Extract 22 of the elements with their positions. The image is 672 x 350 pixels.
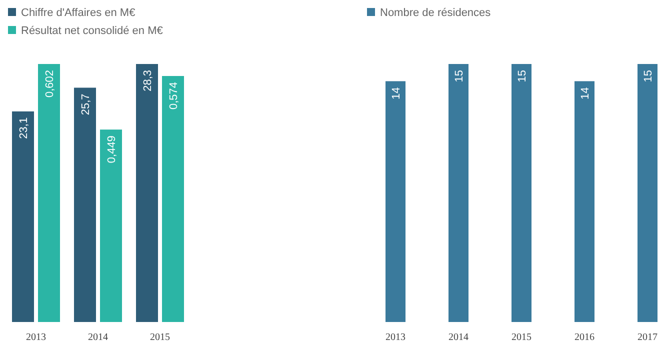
- data-label: 14: [390, 87, 402, 100]
- data-label: 14: [580, 87, 592, 100]
- x-tick-label: 2017: [638, 332, 658, 343]
- x-tick-label: 2014: [448, 332, 468, 343]
- data-label: 0,574: [168, 82, 180, 110]
- x-tick-label: 2013: [26, 332, 46, 343]
- legend-label: Chiffre d'Affaires en M€: [21, 7, 136, 19]
- data-label: 23,1: [18, 117, 30, 139]
- legend-label: Résultat net consolidé en M€: [21, 25, 163, 37]
- x-tick-label: 2013: [386, 332, 406, 343]
- data-label: 15: [516, 70, 528, 82]
- x-tick-label: 2016: [574, 332, 594, 343]
- legend-label: Nombre de résidences: [380, 7, 492, 19]
- data-label: 0,449: [106, 136, 118, 164]
- x-tick-label: 2015: [512, 332, 532, 343]
- data-label: 15: [454, 70, 466, 82]
- data-label: 25,7: [80, 94, 92, 116]
- x-tick-label: 2014: [88, 332, 108, 343]
- x-tick-label: 2015: [150, 332, 170, 343]
- data-label: 15: [642, 70, 654, 82]
- data-label: 28,3: [142, 70, 154, 92]
- data-label: 0,602: [44, 70, 56, 98]
